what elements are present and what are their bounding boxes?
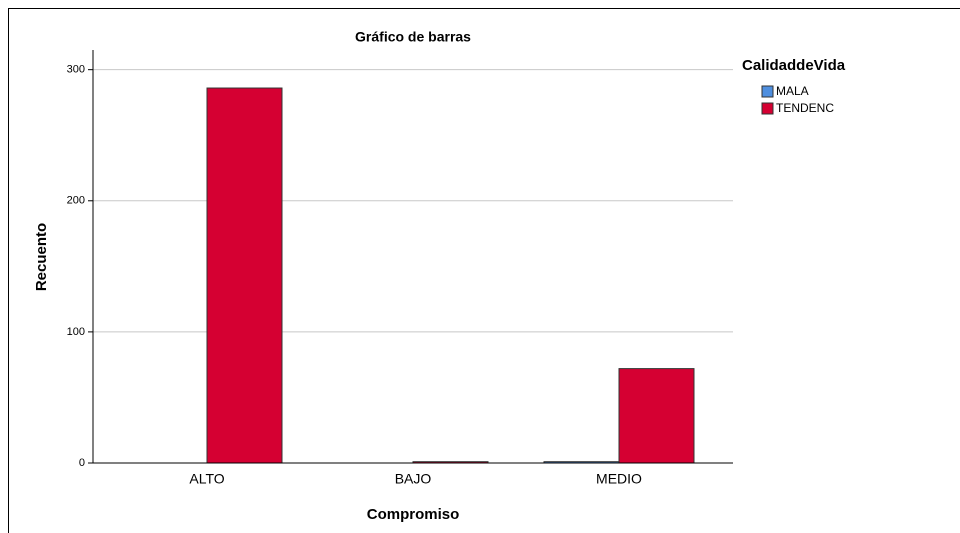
x-axis-label: Compromiso [367, 506, 460, 523]
x-tick-label: BAJO [395, 471, 432, 487]
legend-swatch [761, 85, 774, 98]
y-tick-label: 100 [67, 326, 85, 338]
legend-label: MALA [776, 84, 809, 98]
y-axis-label: Recuento [33, 223, 50, 291]
legend-label: TENDENC [776, 101, 834, 115]
y-tick-label: 200 [67, 195, 85, 207]
legend-swatch [761, 102, 774, 115]
chart-title: Gráfico de barras [355, 29, 471, 45]
y-tick-label: 300 [67, 64, 85, 76]
bar [618, 368, 695, 464]
x-tick-label: MEDIO [596, 471, 642, 487]
y-tick-label: 0 [79, 457, 85, 469]
x-tick-label: ALTO [189, 471, 224, 487]
legend-title: CalidaddeVida [742, 57, 846, 74]
bar [206, 87, 283, 464]
